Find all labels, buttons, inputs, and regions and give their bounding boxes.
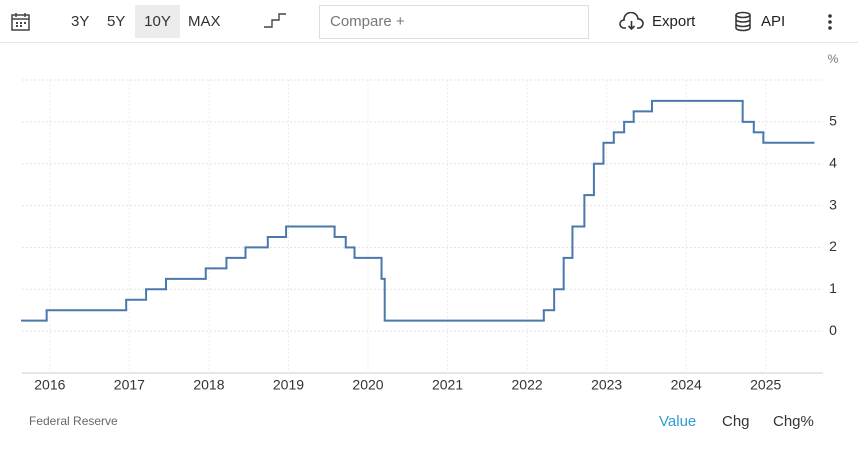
x-tick-label: 2025 [750, 377, 781, 393]
value-tab[interactable]: Value [659, 413, 697, 430]
calendar-icon[interactable] [11, 12, 31, 32]
range-button[interactable]: 5Y [107, 13, 126, 30]
api-button[interactable]: API [761, 13, 786, 30]
source: Federal Reserve [29, 414, 118, 428]
x-tick-label: 2018 [193, 377, 224, 393]
y-tick-label: 2 [829, 238, 837, 254]
x-tick-label: 2021 [432, 377, 463, 393]
chart: % 0 1 2 3 4 5 2016 2017 2018 2019 2020 2021 2022 2023… [21, 52, 839, 393]
api-icon[interactable] [734, 11, 752, 33]
export-icon[interactable] [619, 12, 645, 32]
x-tick-label: 2024 [671, 377, 702, 393]
x-tick-label: 2022 [512, 377, 543, 393]
range-button[interactable]: 3Y [71, 13, 90, 30]
x-tick-label: 2017 [114, 377, 145, 393]
export-button[interactable]: Export [652, 13, 696, 30]
x-tick-label: 2016 [34, 377, 65, 393]
step-icon[interactable] [262, 12, 288, 30]
x-tick-label: 2023 [591, 377, 622, 393]
compare-input[interactable]: Compare + [319, 5, 589, 39]
y-tick-label: 3 [829, 196, 837, 212]
menu-icon[interactable] [826, 13, 834, 31]
x-tick-label: 2020 [352, 377, 383, 393]
y-unit: % [828, 52, 839, 66]
chg-pct-tab[interactable]: Chg% [773, 413, 814, 430]
y-tick-label: 4 [829, 154, 837, 170]
range-button[interactable]: MAX [188, 13, 221, 30]
chg-tab[interactable]: Chg [722, 413, 750, 430]
y-tick-label: 1 [829, 280, 837, 296]
toolbar: 3Y 5Y 10Y MAX Compare + Export API [0, 0, 858, 43]
x-tick-label: 2019 [273, 377, 304, 393]
y-tick-label: 0 [829, 322, 837, 338]
range-button[interactable]: 10Y [135, 5, 180, 38]
y-tick-label: 5 [829, 113, 837, 129]
